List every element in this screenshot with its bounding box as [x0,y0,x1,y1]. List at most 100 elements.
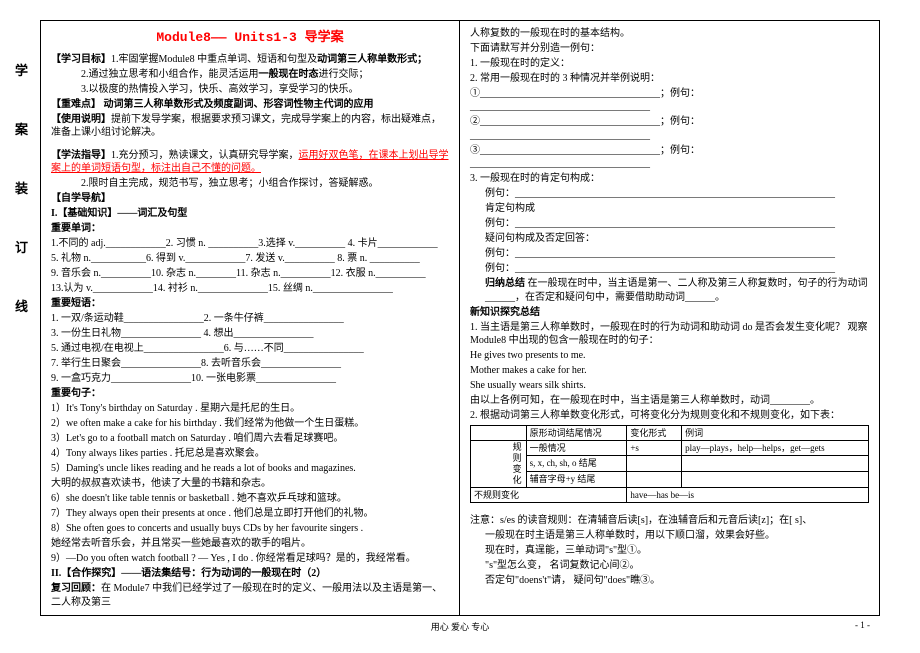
note5: 否定句"doens't"请， 疑问句"does"瞧③。 [470,574,869,588]
text-bold: 一般现在时态 [259,69,319,80]
example: 例句：_____________________________________… [470,217,869,231]
sentences-header: 重要句子： [51,387,449,401]
phrase-1: 1. 一双/条运动鞋________________2. 一条牛仔裤______… [51,312,449,326]
vlabel: 订 [15,237,31,256]
sentence-2: 2）we often make a cake for his birthday … [51,417,449,431]
sentence-8b: 她经常去听音乐会，并且常买一些她最喜欢的歌手的唱片。 [51,537,449,551]
words-header: 重要单词： [51,222,449,236]
item2: 2. 常用一般现在时的 3 种情况并举例说明： [470,72,869,86]
text: 动词第三人称单数形式及频度副词、形容词性物主代词的应用 [104,99,374,110]
cell-irregular-label: 不规则变化 [471,487,627,502]
usage: 【使用说明】提前下发导学案，根据要求预习课文，完成导学案上的内容，标出疑难点，准… [51,113,449,140]
keding: 肯定句构成 [470,202,869,216]
sentence-6: 6）she doesn't like table tennis or baske… [51,492,449,506]
yiwen: 疑问句构成及否定回答： [470,232,869,246]
label-xuexi: 【学习目标】 [51,54,111,65]
cell [682,456,869,472]
sentence-9: 9）—Do you often watch football ? — Yes ,… [51,552,449,566]
table-row: 辅音字母+y 结尾 [471,471,869,487]
phrase-2: 3. 一份生日礼物________________ 4. 想出_________… [51,327,449,341]
method-guide: 【学法指导】1.充分预习，熟读课文，认真研究导学案，运用好双色笔，在课本上划出导… [51,149,449,176]
text: 1.充分预习，熟读课文，认真研究导学案， [111,150,299,161]
text: 1.牢固掌握Module8 中重点单词、短语和句型及 [111,54,317,65]
label: 归纳总结 [485,278,525,289]
left-column: Module8—— Units1-3 导学案 【学习目标】1.牢固掌握Modul… [40,20,460,616]
sentence-8: 8）She often goes to concerts and usually… [51,522,449,536]
phrases-header: 重要短语： [51,297,449,311]
vheader-regular: 规则变化 [471,440,527,487]
cell [627,471,682,487]
xinzhi-1: 1. 当主语是第三人称单数时，一般现在时的行为动词和助动词 do 是否会发生变化… [470,321,869,348]
phrase-5: 9. 一盒巧克力________________10. 一张电影票_______… [51,372,449,386]
xinzhi-2: 2. 根据动词第三人称单数变化形式，可将变化分为规则变化和不规则变化，如下表： [470,409,869,423]
method-2: 2.限时自主完成，规范书写，独立思考；小组合作探讨，答疑解惑。 [51,177,449,191]
item1: 1. 一般现在时的定义： [470,57,869,71]
table-row: s, x, ch, sh, o 结尾 [471,456,869,472]
spacer [470,504,869,512]
words-row-1: 1.不同的 adj.____________2. 习惯 n. _________… [51,237,449,251]
review: 复习回顾：在 Module7 中我们已经学过了一般现在时的定义、一般用法以及主语… [51,582,449,609]
spacer [51,141,449,147]
label: 复习回顾： [51,583,101,594]
th-example: 例词 [682,425,869,440]
text: 在 Module7 中我们已经学过了一般现在时的定义、一般用法以及主语是第一、二… [51,583,442,608]
keypoint: 【重难点】 动词第三人称单数形式及频度副词、形容词性物主代词的应用 [51,98,449,112]
cell: 一般情况 [526,440,627,456]
example: 例句：_____________________________________… [470,187,869,201]
note2: 一般现在时主语是第三人称单数时，用以下顺口溜，效果会好些。 [470,529,869,543]
circle1: ①____________________________________；例句… [470,87,869,114]
cooperation-label: II.【合作探究】——语法集结号：行为动词的一般现在时（2） [51,567,449,581]
cell: +s [627,440,682,456]
study-goal-2: 2.通过独立思考和小组合作，能灵活运用一般现在时态进行交际； [51,68,449,82]
table-row-irregular: 不规则变化 have—has be—is [471,487,869,502]
self-study-label: 【自学导航】 [51,192,449,206]
basic-knowledge-label: I.【基础知识】——词汇及句型 [51,207,449,221]
study-goal-3: 3.以极度的热情投入学习，快乐、高效学习，享受学习的快乐。 [51,83,449,97]
cell [627,456,682,472]
note1: 注意：s/es 的读音规则：在清辅音后读[s]，在浊辅音后和元音后读[z]；在[… [470,514,869,528]
circle2: ②____________________________________；例句… [470,115,869,142]
cell: 辅音字母+y 结尾 [526,471,627,487]
footer-text: 用心 爱心 专心 [40,620,880,633]
page-container: 学 案 装 订 线 Module8—— Units1-3 导学案 【学习目标】1… [40,20,880,616]
vlabel: 线 [15,296,31,315]
words-row-3: 9. 音乐会 n.__________10. 杂志 n.________11. … [51,267,449,281]
new-knowledge-label: 新知识探究总结 [470,306,869,320]
table-row: 规则变化 一般情况 +s play—plays，help—helps，get—g… [471,440,869,456]
item3: 3. 一般现在时的肯定句构成： [470,172,869,186]
cell: s, x, ch, sh, o 结尾 [526,456,627,472]
circle3: ③____________________________________；例句… [470,144,869,171]
phrase-3: 5. 通过电视/在电视上________________6. 与……不同____… [51,342,449,356]
th-blank [471,425,527,440]
th-ending: 原形动词结尾情况 [526,425,627,440]
sentence-5: 5）Daming's uncle likes reading and he re… [51,462,449,476]
cell [682,471,869,487]
verb-rule-table: 原形动词结尾情况 变化形式 例词 规则变化 一般情况 +s play—plays… [470,425,869,503]
sentence-5b: 大明的叔叔喜欢读书，他读了大量的书籍和杂志。 [51,477,449,491]
right-column: 人称复数的一般现在时的基本结构。 下面请默写并分别造一例句： 1. 一般现在时的… [460,20,880,616]
note4: "s"型怎么变， 名词复数记心间②。 [470,559,869,573]
page-number: - 1 - [855,620,870,630]
conclude: 由以上各例可知，在一般现在时中，当主语是第三人称单数时，动词________。 [470,394,869,408]
text: 在一般现在时中，当主语是第一、二人称及第三人称复数时，句子的行为动词______… [485,278,868,303]
example: 例句：_____________________________________… [470,262,869,276]
vlabel: 装 [15,178,31,197]
study-goal: 【学习目标】1.牢固掌握Module8 中重点单词、短语和句型及动词第三人称单数… [51,53,449,67]
text-bold: 动词第三人称单数形式； [317,54,427,65]
sentence-7: 7）They always open their presents at onc… [51,507,449,521]
eg1: He gives two presents to me. [470,349,869,363]
label: 【重难点】 [51,99,101,110]
note3: 现在时，真逞能，三单动词"s"型①。 [470,544,869,558]
intro-line: 人称复数的一般现在时的基本结构。 [470,27,869,41]
eg2: Mother makes a cake for her. [470,364,869,378]
words-row-2: 5. 礼物 n.___________6. 得到 v.____________7… [51,252,449,266]
guina: 归纳总结 在一般现在时中，当主语是第一、二人称及第三人称复数时，句子的行为动词_… [470,277,869,304]
phrase-4: 7. 举行生日聚会________________8. 去听音乐会_______… [51,357,449,371]
vlabel: 案 [15,119,31,138]
binding-margin-labels: 学 案 装 订 线 [15,60,31,315]
vlabel: 学 [15,60,31,79]
table-header-row: 原形动词结尾情况 变化形式 例词 [471,425,869,440]
cell-irregular-text: have—has be—is [627,487,869,502]
th-change: 变化形式 [627,425,682,440]
label: 【学法指导】 [51,150,111,161]
